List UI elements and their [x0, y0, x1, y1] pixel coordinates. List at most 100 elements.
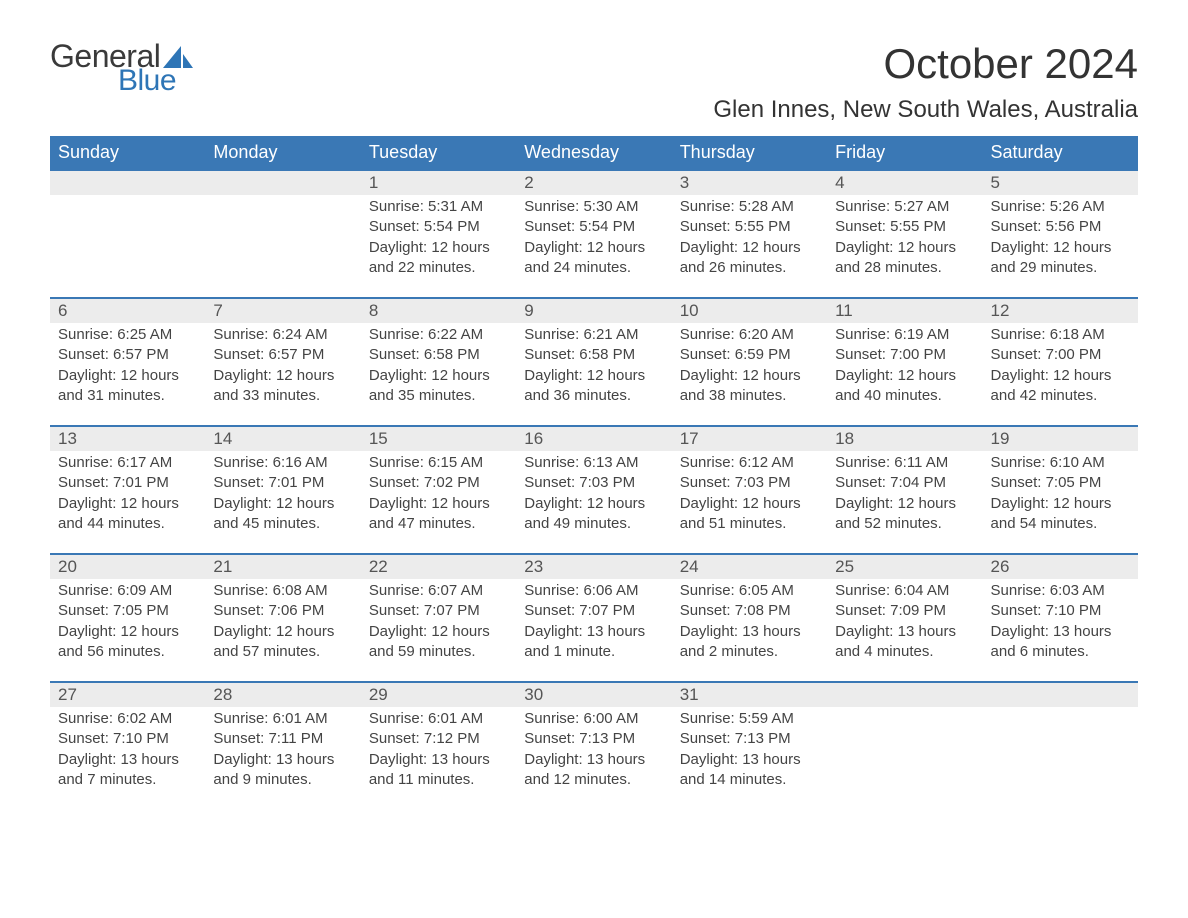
- day-cell: 25Sunrise: 6:04 AMSunset: 7:09 PMDayligh…: [827, 555, 982, 681]
- day-cell: 22Sunrise: 6:07 AMSunset: 7:07 PMDayligh…: [361, 555, 516, 681]
- daylight: Daylight: 12 hours and 42 minutes.: [991, 366, 1130, 407]
- sunset: Sunset: 5:55 PM: [680, 217, 819, 237]
- sunset: Sunset: 7:00 PM: [991, 345, 1130, 365]
- day-body: Sunrise: 6:24 AMSunset: 6:57 PMDaylight:…: [205, 323, 360, 414]
- sunset: Sunset: 7:05 PM: [58, 601, 197, 621]
- day-number: 13: [50, 427, 205, 451]
- day-body: Sunrise: 6:03 AMSunset: 7:10 PMDaylight:…: [983, 579, 1138, 670]
- daylight: Daylight: 12 hours and 59 minutes.: [369, 622, 508, 663]
- day-body: Sunrise: 6:22 AMSunset: 6:58 PMDaylight:…: [361, 323, 516, 414]
- day-number: 18: [827, 427, 982, 451]
- week-row: 6Sunrise: 6:25 AMSunset: 6:57 PMDaylight…: [50, 297, 1138, 425]
- daylight: Daylight: 13 hours and 6 minutes.: [991, 622, 1130, 663]
- dow-cell: Sunday: [50, 136, 205, 169]
- daylight: Daylight: 13 hours and 12 minutes.: [524, 750, 663, 791]
- day-body: Sunrise: 6:02 AMSunset: 7:10 PMDaylight:…: [50, 707, 205, 798]
- daylight: Daylight: 12 hours and 47 minutes.: [369, 494, 508, 535]
- day-body: Sunrise: 5:59 AMSunset: 7:13 PMDaylight:…: [672, 707, 827, 798]
- sunrise: Sunrise: 6:11 AM: [835, 453, 974, 473]
- day-empty: [205, 171, 360, 195]
- day-cell: 4Sunrise: 5:27 AMSunset: 5:55 PMDaylight…: [827, 171, 982, 297]
- day-cell: 11Sunrise: 6:19 AMSunset: 7:00 PMDayligh…: [827, 299, 982, 425]
- daylight: Daylight: 13 hours and 11 minutes.: [369, 750, 508, 791]
- day-cell: 26Sunrise: 6:03 AMSunset: 7:10 PMDayligh…: [983, 555, 1138, 681]
- daylight: Daylight: 13 hours and 2 minutes.: [680, 622, 819, 663]
- sunset: Sunset: 7:07 PM: [369, 601, 508, 621]
- day-number: 26: [983, 555, 1138, 579]
- day-number: 4: [827, 171, 982, 195]
- week-row: 1Sunrise: 5:31 AMSunset: 5:54 PMDaylight…: [50, 169, 1138, 297]
- sunset: Sunset: 7:06 PM: [213, 601, 352, 621]
- day-body: Sunrise: 6:16 AMSunset: 7:01 PMDaylight:…: [205, 451, 360, 542]
- day-body: Sunrise: 6:19 AMSunset: 7:00 PMDaylight:…: [827, 323, 982, 414]
- day-number: 3: [672, 171, 827, 195]
- day-cell: 24Sunrise: 6:05 AMSunset: 7:08 PMDayligh…: [672, 555, 827, 681]
- dow-cell: Friday: [827, 136, 982, 169]
- sunrise: Sunrise: 6:01 AM: [369, 709, 508, 729]
- day-number: 8: [361, 299, 516, 323]
- day-cell: 18Sunrise: 6:11 AMSunset: 7:04 PMDayligh…: [827, 427, 982, 553]
- daylight: Daylight: 12 hours and 29 minutes.: [991, 238, 1130, 279]
- day-cell: 3Sunrise: 5:28 AMSunset: 5:55 PMDaylight…: [672, 171, 827, 297]
- sunset: Sunset: 6:58 PM: [524, 345, 663, 365]
- day-body: Sunrise: 6:01 AMSunset: 7:11 PMDaylight:…: [205, 707, 360, 798]
- daylight: Daylight: 12 hours and 35 minutes.: [369, 366, 508, 407]
- day-number: 15: [361, 427, 516, 451]
- day-body: Sunrise: 6:07 AMSunset: 7:07 PMDaylight:…: [361, 579, 516, 670]
- day-number: 23: [516, 555, 671, 579]
- sunrise: Sunrise: 5:30 AM: [524, 197, 663, 217]
- day-number: 20: [50, 555, 205, 579]
- day-number: 2: [516, 171, 671, 195]
- day-number: 21: [205, 555, 360, 579]
- location: Glen Innes, New South Wales, Australia: [713, 96, 1138, 124]
- day-body: Sunrise: 6:25 AMSunset: 6:57 PMDaylight:…: [50, 323, 205, 414]
- daylight: Daylight: 12 hours and 45 minutes.: [213, 494, 352, 535]
- day-number: 12: [983, 299, 1138, 323]
- sunset: Sunset: 6:58 PM: [369, 345, 508, 365]
- day-cell: 21Sunrise: 6:08 AMSunset: 7:06 PMDayligh…: [205, 555, 360, 681]
- sunset: Sunset: 5:56 PM: [991, 217, 1130, 237]
- calendar: SundayMondayTuesdayWednesdayThursdayFrid…: [50, 136, 1138, 809]
- day-cell: 7Sunrise: 6:24 AMSunset: 6:57 PMDaylight…: [205, 299, 360, 425]
- sunset: Sunset: 6:59 PM: [680, 345, 819, 365]
- daylight: Daylight: 12 hours and 22 minutes.: [369, 238, 508, 279]
- day-number: 25: [827, 555, 982, 579]
- day-body: Sunrise: 6:17 AMSunset: 7:01 PMDaylight:…: [50, 451, 205, 542]
- sunrise: Sunrise: 5:31 AM: [369, 197, 508, 217]
- day-empty: [50, 171, 205, 195]
- week-row: 13Sunrise: 6:17 AMSunset: 7:01 PMDayligh…: [50, 425, 1138, 553]
- sunrise: Sunrise: 6:12 AM: [680, 453, 819, 473]
- day-body: Sunrise: 6:00 AMSunset: 7:13 PMDaylight:…: [516, 707, 671, 798]
- day-body: Sunrise: 6:18 AMSunset: 7:00 PMDaylight:…: [983, 323, 1138, 414]
- sunrise: Sunrise: 6:01 AM: [213, 709, 352, 729]
- day-number: 31: [672, 683, 827, 707]
- day-cell: 5Sunrise: 5:26 AMSunset: 5:56 PMDaylight…: [983, 171, 1138, 297]
- day-number: 9: [516, 299, 671, 323]
- month-title: October 2024: [713, 40, 1138, 88]
- daylight: Daylight: 12 hours and 51 minutes.: [680, 494, 819, 535]
- day-body: Sunrise: 6:05 AMSunset: 7:08 PMDaylight:…: [672, 579, 827, 670]
- sunrise: Sunrise: 6:25 AM: [58, 325, 197, 345]
- sunset: Sunset: 7:03 PM: [680, 473, 819, 493]
- sunrise: Sunrise: 6:20 AM: [680, 325, 819, 345]
- day-cell: 29Sunrise: 6:01 AMSunset: 7:12 PMDayligh…: [361, 683, 516, 809]
- sunset: Sunset: 7:11 PM: [213, 729, 352, 749]
- day-empty: [983, 683, 1138, 707]
- sunset: Sunset: 7:02 PM: [369, 473, 508, 493]
- day-body: Sunrise: 6:21 AMSunset: 6:58 PMDaylight:…: [516, 323, 671, 414]
- day-cell: [50, 171, 205, 297]
- sunset: Sunset: 7:13 PM: [524, 729, 663, 749]
- sunset: Sunset: 5:54 PM: [369, 217, 508, 237]
- dow-cell: Saturday: [983, 136, 1138, 169]
- day-number: 19: [983, 427, 1138, 451]
- day-body: Sunrise: 6:08 AMSunset: 7:06 PMDaylight:…: [205, 579, 360, 670]
- day-number: 29: [361, 683, 516, 707]
- sunset: Sunset: 7:07 PM: [524, 601, 663, 621]
- sunrise: Sunrise: 6:18 AM: [991, 325, 1130, 345]
- logo-blue: Blue: [118, 66, 193, 96]
- day-cell: 13Sunrise: 6:17 AMSunset: 7:01 PMDayligh…: [50, 427, 205, 553]
- day-number: 17: [672, 427, 827, 451]
- sunrise: Sunrise: 6:15 AM: [369, 453, 508, 473]
- daylight: Daylight: 12 hours and 24 minutes.: [524, 238, 663, 279]
- day-number: 22: [361, 555, 516, 579]
